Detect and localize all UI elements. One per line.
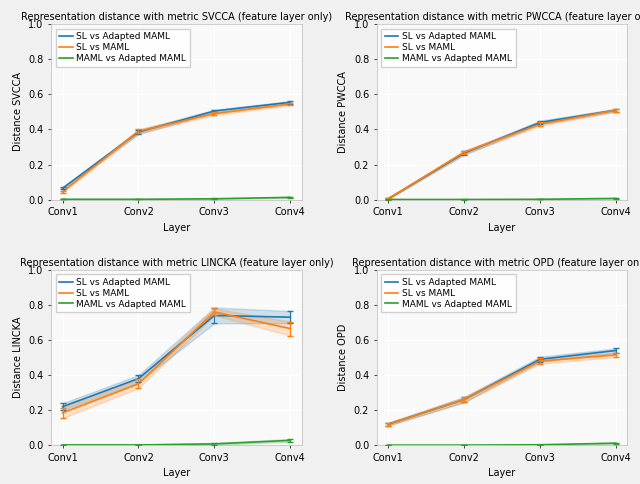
SL vs Adapted MAML	[59, 404, 67, 409]
Line: SL vs MAML: SL vs MAML	[388, 110, 616, 199]
SL vs MAML	[612, 107, 620, 113]
SL vs MAML	[134, 381, 142, 387]
Title: Representation distance with metric LINCKA (feature layer only): Representation distance with metric LINC…	[20, 257, 333, 268]
Title: Representation distance with metric PWCCA (feature layer only): Representation distance with metric PWCC…	[345, 12, 640, 22]
SL vs MAML	[460, 397, 468, 403]
SL vs MAML	[536, 121, 544, 127]
SL vs MAML	[384, 196, 392, 202]
Y-axis label: Distance LINCKA: Distance LINCKA	[13, 317, 22, 398]
MAML vs Adapted MAML	[134, 197, 142, 202]
Line: SL vs MAML: SL vs MAML	[63, 312, 291, 413]
Legend: SL vs Adapted MAML, SL vs MAML, MAML vs Adapted MAML: SL vs Adapted MAML, SL vs MAML, MAML vs …	[381, 29, 516, 66]
X-axis label: Layer: Layer	[163, 469, 190, 479]
Line: MAML vs Adapted MAML: MAML vs Adapted MAML	[63, 197, 291, 199]
Title: Representation distance with metric SVCCA (feature layer only): Representation distance with metric SVCC…	[21, 12, 332, 22]
X-axis label: Layer: Layer	[488, 469, 516, 479]
MAML vs Adapted MAML	[287, 438, 294, 443]
SL vs Adapted MAML	[612, 348, 620, 353]
MAML vs Adapted MAML	[59, 442, 67, 448]
SL vs Adapted MAML	[211, 108, 218, 114]
MAML vs Adapted MAML	[460, 442, 468, 448]
Line: MAML vs Adapted MAML: MAML vs Adapted MAML	[388, 198, 616, 199]
SL vs MAML	[59, 189, 67, 195]
Line: MAML vs Adapted MAML: MAML vs Adapted MAML	[63, 440, 291, 445]
MAML vs Adapted MAML	[384, 442, 392, 448]
SL vs Adapted MAML	[287, 99, 294, 105]
Line: SL vs Adapted MAML: SL vs Adapted MAML	[63, 102, 291, 188]
Line: MAML vs Adapted MAML: MAML vs Adapted MAML	[388, 443, 616, 445]
Y-axis label: Distance SVCCA: Distance SVCCA	[13, 73, 22, 151]
MAML vs Adapted MAML	[211, 441, 218, 447]
SL vs Adapted MAML	[536, 356, 544, 362]
MAML vs Adapted MAML	[612, 440, 620, 446]
SL vs Adapted MAML	[460, 150, 468, 156]
SL vs Adapted MAML	[384, 196, 392, 202]
MAML vs Adapted MAML	[211, 196, 218, 202]
MAML vs Adapted MAML	[384, 197, 392, 202]
MAML vs Adapted MAML	[612, 196, 620, 201]
SL vs MAML	[287, 101, 294, 107]
Legend: SL vs Adapted MAML, SL vs MAML, MAML vs Adapted MAML: SL vs Adapted MAML, SL vs MAML, MAML vs …	[381, 274, 516, 312]
SL vs Adapted MAML	[134, 376, 142, 381]
Line: SL vs MAML: SL vs MAML	[63, 104, 291, 192]
Legend: SL vs Adapted MAML, SL vs MAML, MAML vs Adapted MAML: SL vs Adapted MAML, SL vs MAML, MAML vs …	[56, 29, 190, 66]
SL vs MAML	[287, 326, 294, 332]
SL vs Adapted MAML	[612, 107, 620, 113]
SL vs Adapted MAML	[211, 313, 218, 318]
Line: SL vs MAML: SL vs MAML	[388, 355, 616, 424]
SL vs MAML	[134, 128, 142, 134]
SL vs MAML	[211, 111, 218, 117]
Line: SL vs Adapted MAML: SL vs Adapted MAML	[388, 110, 616, 199]
X-axis label: Layer: Layer	[163, 223, 190, 233]
SL vs Adapted MAML	[59, 185, 67, 191]
SL vs MAML	[59, 410, 67, 416]
SL vs MAML	[612, 352, 620, 358]
SL vs Adapted MAML	[536, 120, 544, 125]
Line: SL vs Adapted MAML: SL vs Adapted MAML	[63, 316, 291, 407]
Y-axis label: Distance PWCCA: Distance PWCCA	[338, 71, 348, 153]
SL vs Adapted MAML	[287, 314, 294, 320]
MAML vs Adapted MAML	[536, 197, 544, 202]
X-axis label: Layer: Layer	[488, 223, 516, 233]
SL vs MAML	[384, 421, 392, 427]
SL vs MAML	[460, 150, 468, 155]
SL vs MAML	[536, 358, 544, 364]
MAML vs Adapted MAML	[59, 197, 67, 202]
SL vs Adapted MAML	[384, 421, 392, 427]
MAML vs Adapted MAML	[287, 195, 294, 200]
SL vs MAML	[211, 309, 218, 315]
SL vs Adapted MAML	[460, 397, 468, 403]
MAML vs Adapted MAML	[134, 442, 142, 448]
Line: SL vs Adapted MAML: SL vs Adapted MAML	[388, 350, 616, 424]
SL vs Adapted MAML	[134, 129, 142, 135]
Y-axis label: Distance OPD: Distance OPD	[338, 324, 348, 391]
MAML vs Adapted MAML	[536, 442, 544, 448]
MAML vs Adapted MAML	[460, 197, 468, 202]
Title: Representation distance with metric OPD (feature layer only): Representation distance with metric OPD …	[352, 257, 640, 268]
Legend: SL vs Adapted MAML, SL vs MAML, MAML vs Adapted MAML: SL vs Adapted MAML, SL vs MAML, MAML vs …	[56, 274, 190, 312]
